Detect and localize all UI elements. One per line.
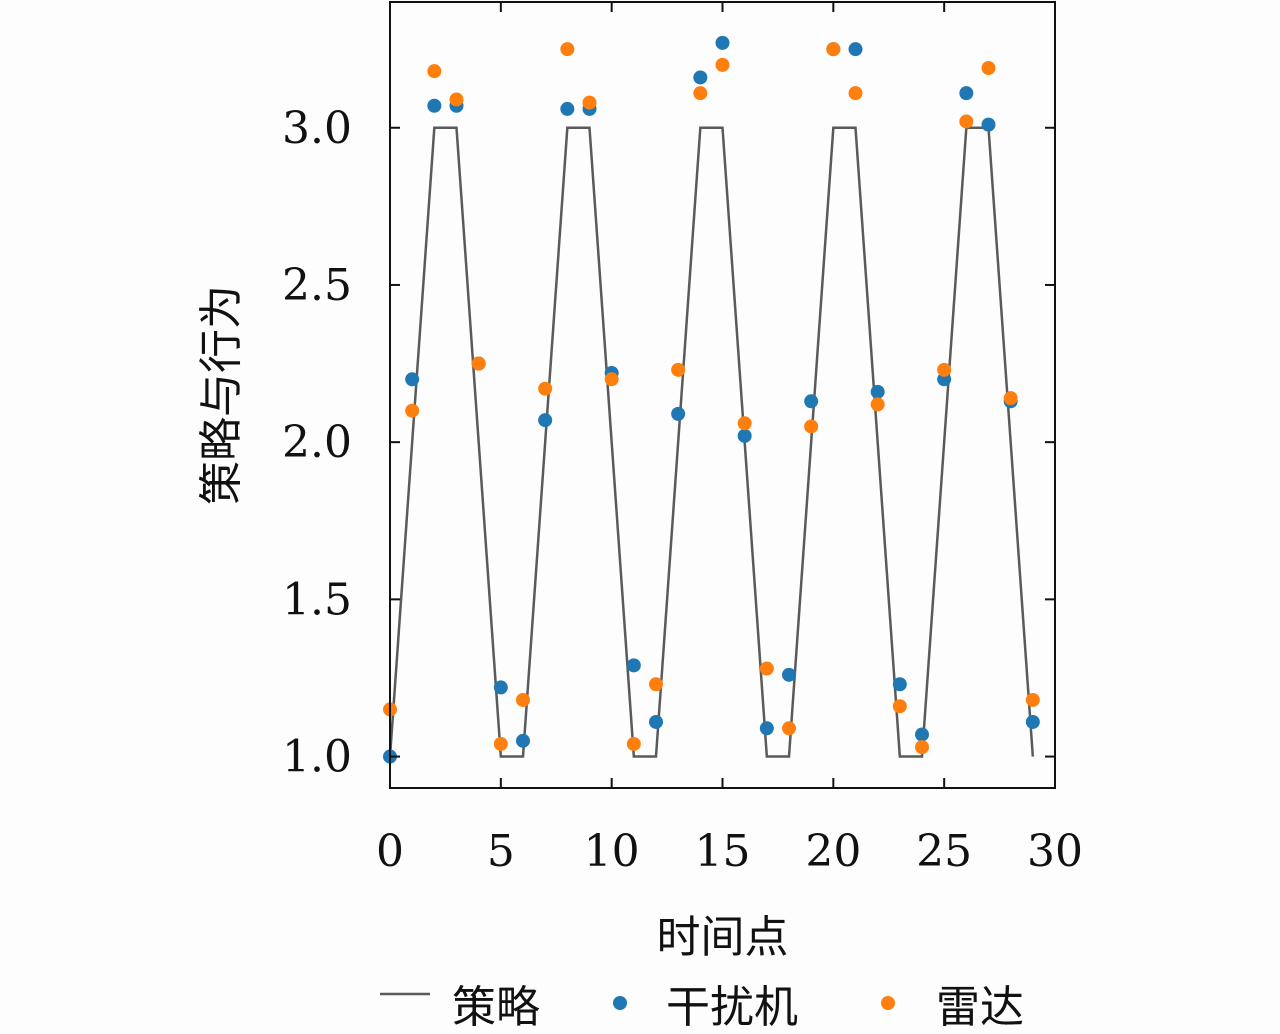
point-jammer-23 bbox=[892, 677, 907, 692]
point-radar-29 bbox=[1025, 692, 1040, 707]
point-jammer-27 bbox=[981, 117, 996, 132]
point-radar-5 bbox=[493, 736, 508, 751]
legend-label-jammer: 干扰机 bbox=[666, 982, 798, 1033]
point-radar-15 bbox=[715, 57, 730, 72]
point-radar-8 bbox=[560, 42, 575, 57]
point-radar-19 bbox=[804, 419, 819, 434]
x-tick-label: 30 bbox=[1027, 826, 1083, 877]
point-jammer-22 bbox=[870, 384, 885, 399]
point-jammer-26 bbox=[959, 86, 974, 101]
x-axis-title: 时间点 bbox=[657, 912, 789, 963]
point-radar-6 bbox=[516, 692, 530, 707]
point-radar-27 bbox=[981, 61, 996, 76]
legend-label-radar: 雷达 bbox=[936, 982, 1024, 1033]
point-jammer-5 bbox=[493, 680, 508, 695]
plot-area bbox=[383, 35, 1040, 764]
point-radar-21 bbox=[848, 86, 863, 101]
point-radar-13 bbox=[671, 362, 686, 377]
point-jammer-16 bbox=[737, 428, 752, 443]
point-jammer-13 bbox=[671, 406, 686, 421]
x-tick-label: 5 bbox=[487, 826, 515, 877]
y-axis-title: 策略与行为 bbox=[196, 285, 247, 505]
point-jammer-24 bbox=[915, 727, 929, 742]
x-tick-label: 0 bbox=[376, 826, 404, 877]
point-radar-11 bbox=[626, 736, 641, 751]
y-tick-label: 2.0 bbox=[282, 417, 352, 468]
point-radar-3 bbox=[449, 92, 464, 107]
point-jammer-29 bbox=[1025, 714, 1040, 729]
x-tick-label: 15 bbox=[695, 826, 751, 877]
legend-dot-jammer bbox=[613, 996, 627, 1010]
legend-label-strategy: 策略 bbox=[452, 982, 540, 1033]
point-radar-12 bbox=[649, 677, 663, 692]
point-jammer-15 bbox=[715, 35, 730, 50]
y-tick-label: 1.0 bbox=[282, 732, 352, 783]
y-tick-label: 2.5 bbox=[282, 260, 352, 311]
point-jammer-14 bbox=[693, 70, 708, 85]
point-jammer-1 bbox=[405, 372, 420, 387]
point-radar-10 bbox=[604, 372, 619, 387]
point-radar-1 bbox=[405, 403, 420, 418]
point-jammer-6 bbox=[516, 733, 530, 748]
point-radar-22 bbox=[870, 397, 885, 412]
legend: 策略 干扰机 雷达 bbox=[380, 982, 1024, 1033]
point-jammer-11 bbox=[626, 658, 641, 673]
point-radar-17 bbox=[759, 661, 774, 676]
point-radar-2 bbox=[427, 64, 442, 79]
point-jammer-21 bbox=[848, 42, 863, 57]
point-radar-25 bbox=[937, 362, 952, 377]
y-tick-label: 3.0 bbox=[282, 103, 352, 154]
point-jammer-8 bbox=[560, 101, 575, 116]
point-radar-20 bbox=[826, 42, 841, 57]
point-jammer-7 bbox=[538, 413, 553, 428]
x-tick-label: 25 bbox=[916, 826, 972, 877]
point-jammer-2 bbox=[427, 98, 442, 113]
point-radar-9 bbox=[582, 95, 597, 110]
point-radar-7 bbox=[538, 381, 553, 396]
series-line-strategy bbox=[388, 126, 1035, 758]
point-radar-23 bbox=[892, 699, 907, 714]
x-tick-label: 20 bbox=[805, 826, 861, 877]
point-jammer-17 bbox=[759, 721, 774, 736]
point-radar-14 bbox=[693, 86, 708, 101]
point-radar-18 bbox=[782, 721, 796, 736]
point-radar-16 bbox=[737, 416, 752, 431]
point-radar-4 bbox=[471, 356, 486, 371]
point-radar-24 bbox=[915, 740, 929, 755]
legend-dot-radar bbox=[881, 996, 895, 1010]
point-jammer-18 bbox=[782, 667, 796, 682]
axis-ticks: 0 5 10 15 20 25 30 1.0 1.5 2.0 2.5 3.0 bbox=[282, 2, 1083, 877]
point-radar-28 bbox=[1003, 391, 1018, 406]
x-tick-label: 10 bbox=[584, 826, 640, 877]
point-jammer-19 bbox=[804, 394, 819, 409]
point-jammer-12 bbox=[649, 714, 663, 729]
y-tick-label: 1.5 bbox=[282, 574, 352, 625]
point-radar-26 bbox=[959, 114, 974, 129]
